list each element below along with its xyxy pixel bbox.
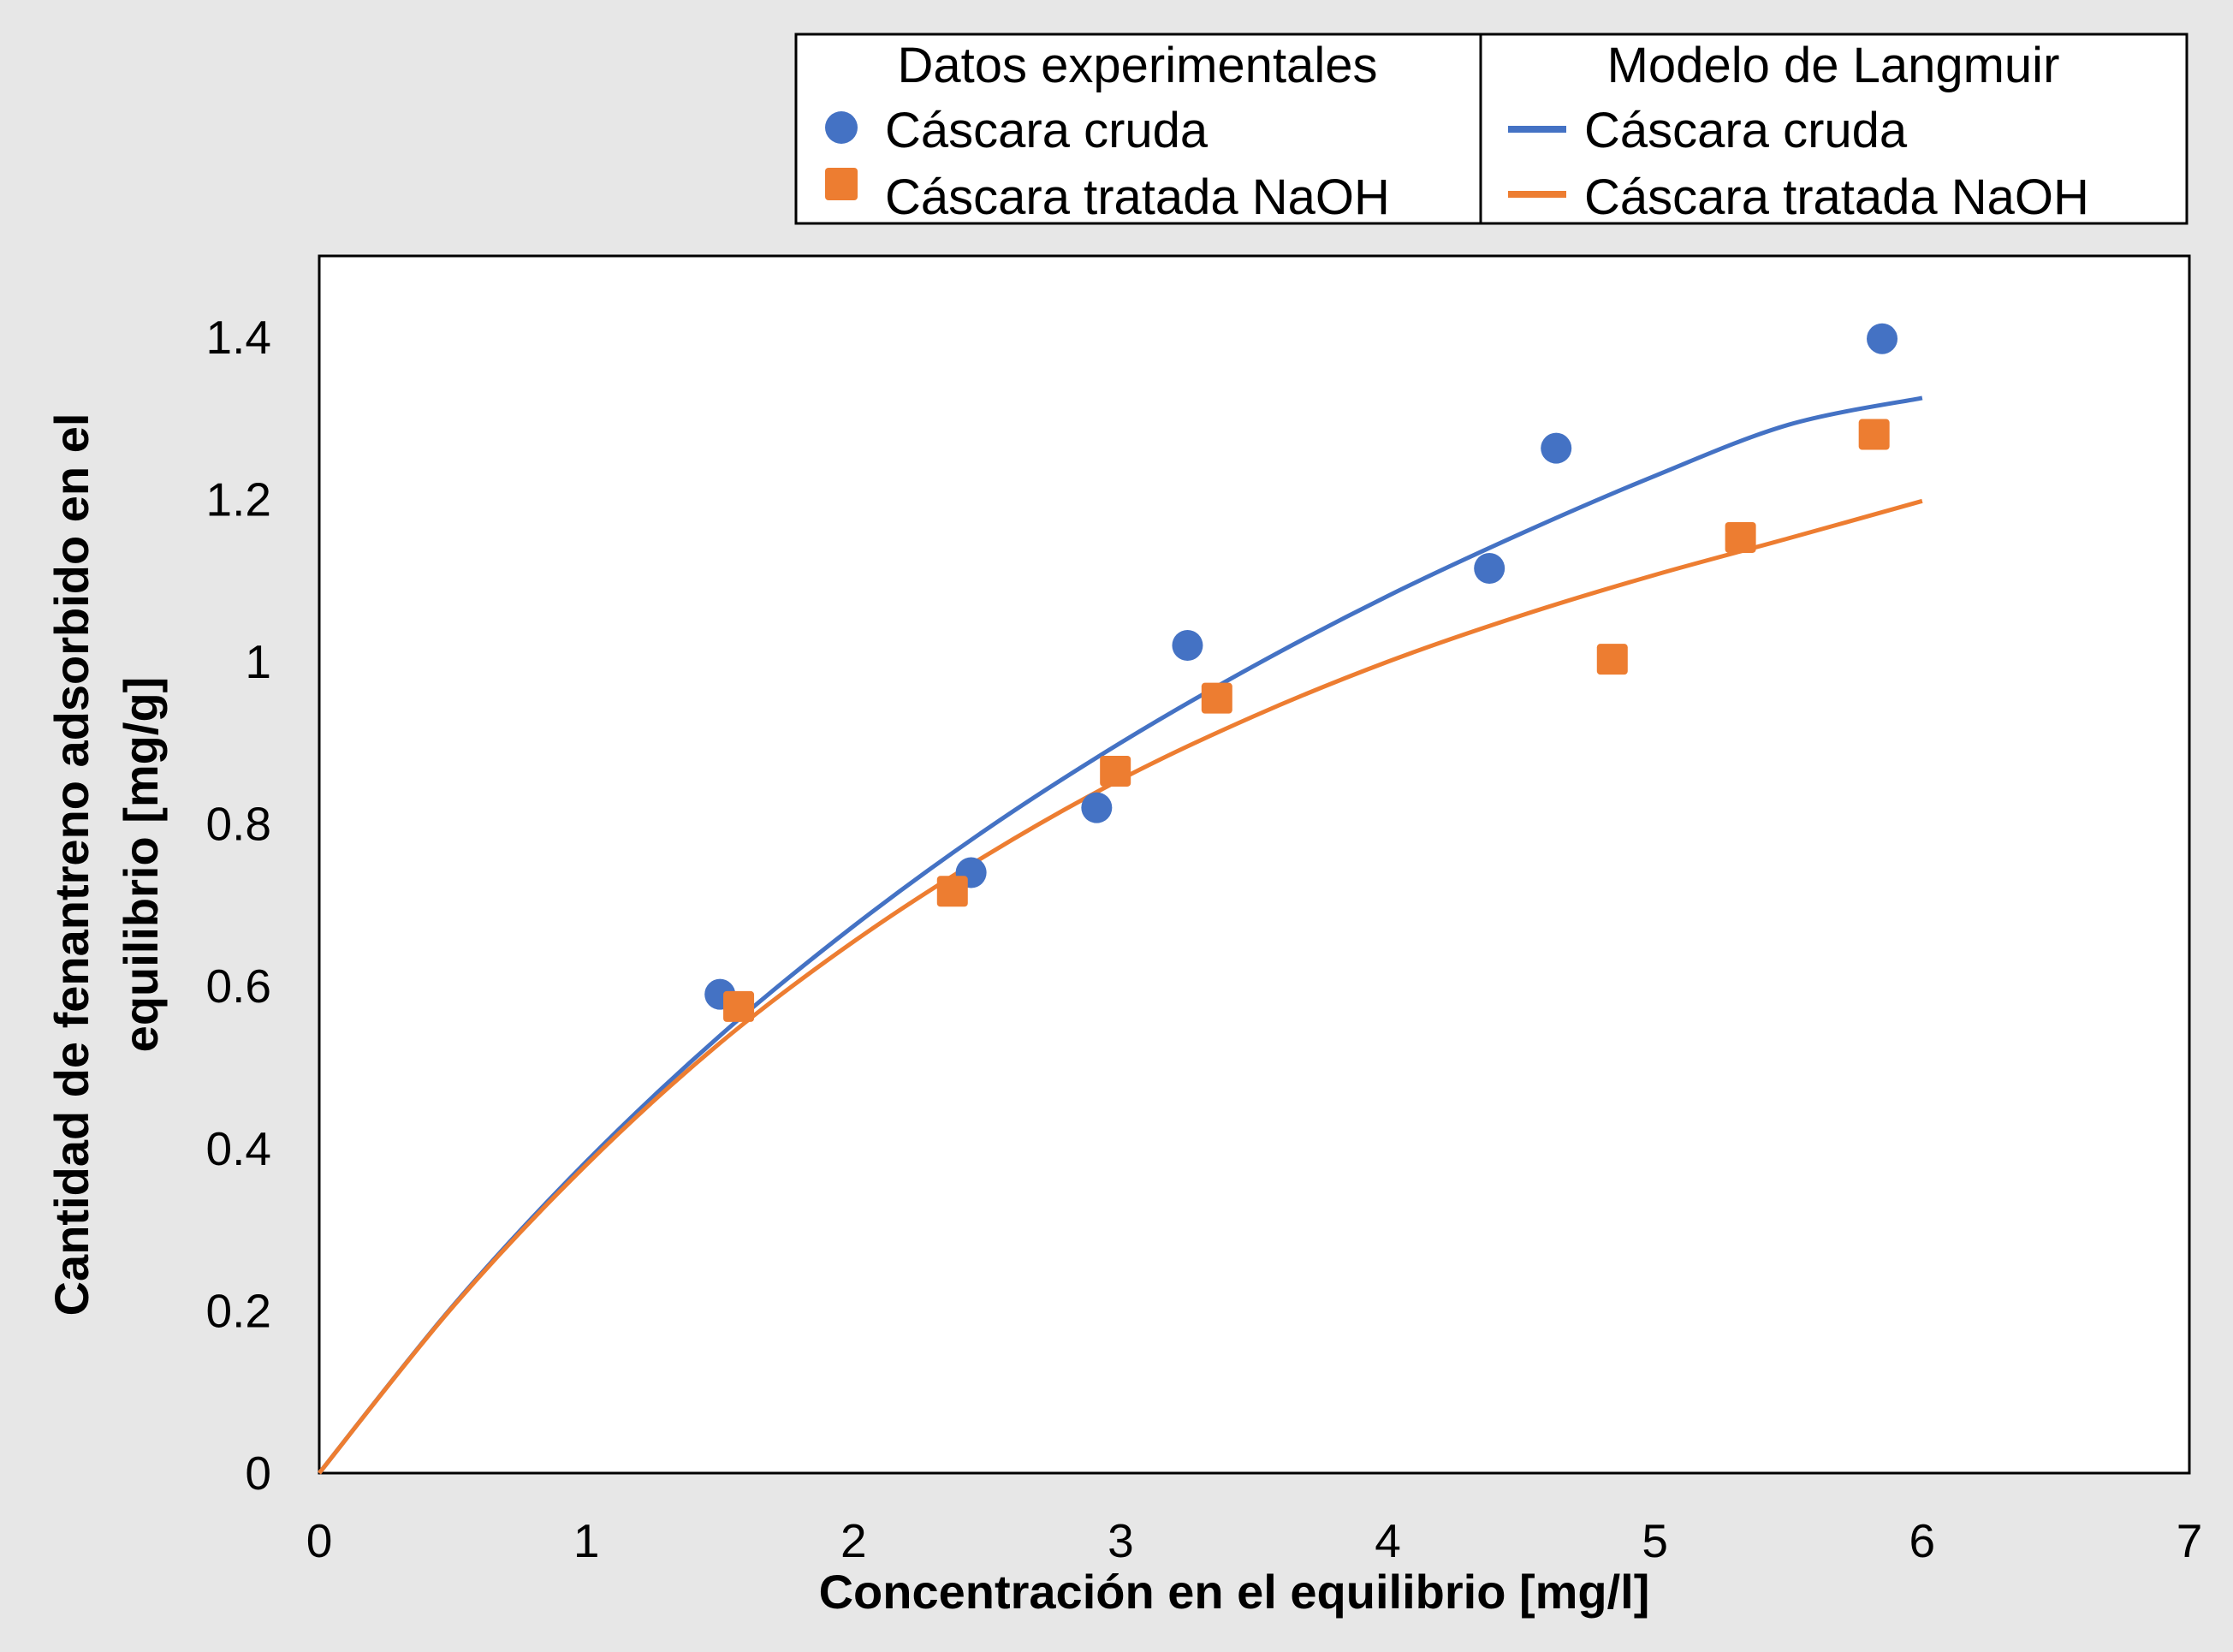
x-axis-title: Concentración en el equilibrio [mg/l] [819,1565,1650,1619]
data-point-square [1201,682,1232,714]
data-point-circle [1474,552,1505,584]
legend-model-box [1479,33,2188,225]
data-point-circle [1541,432,1572,464]
x-tick-label: 6 [1909,1514,1936,1567]
x-tick-label: 3 [1108,1514,1134,1567]
legend-experimental-box [794,33,1482,225]
data-point-square [1100,755,1131,787]
legend-exp-entry-raw: Cáscara cruda [885,103,1209,158]
data-point-circle [1867,323,1898,354]
legend-square-marker-icon [825,168,858,200]
y-tick-label: 1.4 [206,311,271,364]
legend-exp-entry-treated: Cáscara tratada NaOH [885,169,1390,225]
data-point-circle [1172,630,1203,662]
y-tick-label: 0.4 [206,1122,271,1175]
x-tick-label: 5 [1642,1514,1668,1567]
legend-model-entry-raw: Cáscara cruda [1584,103,1908,158]
x-tick-label: 4 [1375,1514,1401,1567]
legend-model-entry-treated: Cáscara tratada NaOH [1584,169,2089,225]
legend: Datos experimentales Modelo de Langmuir … [794,33,2188,225]
y-tick-label: 0.6 [206,960,271,1013]
y-tick-label: 0.8 [206,798,271,851]
plot-area [318,254,2191,1475]
data-point-square [1858,419,1890,450]
y-tick-label: 1.2 [206,472,271,526]
y-axis-title-line-1: Cantidad de fenantreno adsorbido en el [45,413,98,1316]
y-tick-label: 0.2 [206,1284,271,1337]
data-point-square [1596,644,1628,675]
data-point-square [936,876,968,907]
y-axis-title-line-2: equilibrio [mg/g] [114,677,168,1053]
data-point-square [1725,521,1756,553]
x-tick-label: 7 [2177,1514,2203,1567]
legend-experimental-header: Datos experimentales [898,38,1378,93]
x-tick-label: 1 [573,1514,600,1567]
legend-model-header: Modelo de Langmuir [1607,38,2060,93]
y-tick-label: 0 [245,1447,271,1500]
data-point-circle [1081,792,1113,823]
data-point-square [723,990,755,1022]
langmuir-curve-treated [318,498,1923,1475]
x-tick-label: 0 [306,1514,333,1567]
y-tick-label: 1 [245,635,271,688]
x-tick-label: 2 [840,1514,867,1567]
legend-circle-marker-icon [825,111,858,144]
